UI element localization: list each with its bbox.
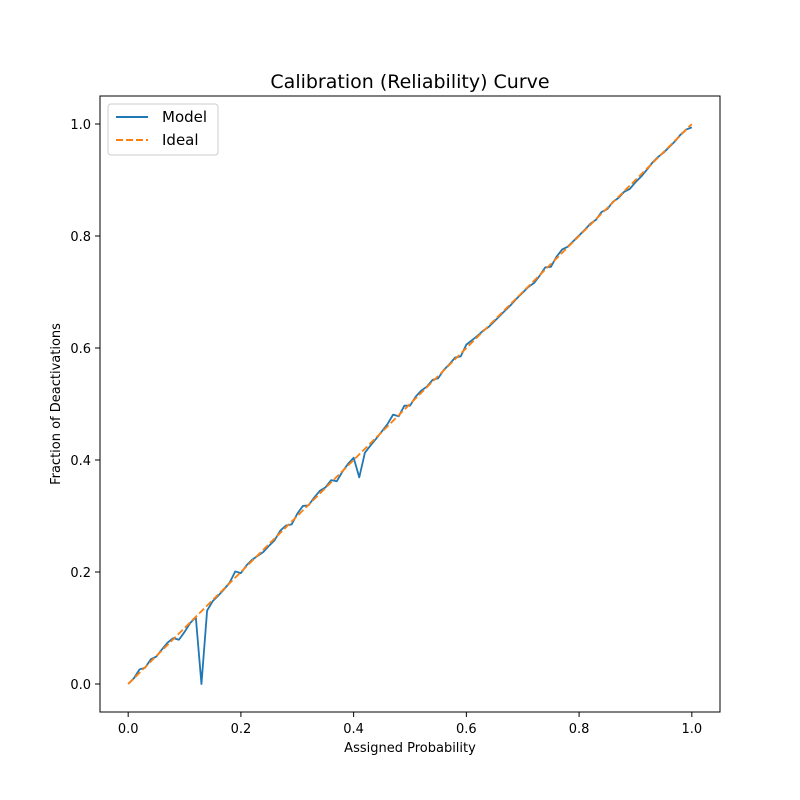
series-line-ideal [127, 123, 693, 685]
y-tick-label: 0.8 [70, 230, 91, 245]
x-tick-label: 0.0 [118, 722, 139, 737]
plot-frame [99, 95, 721, 713]
x-axis: 0.0 0.2 0.4 0.6 0.8 1.0 [118, 712, 702, 737]
y-axis: 0.0 0.2 0.4 0.6 0.8 1.0 [70, 118, 100, 693]
x-tick-label: 0.6 [456, 722, 477, 737]
y-tick-label: 0.0 [70, 678, 91, 693]
x-tick-label: 1.0 [681, 722, 702, 737]
series-layer [127, 123, 693, 685]
chart-title: Calibration (Reliability) Curve [270, 71, 549, 93]
x-axis-label: Assigned Probability [344, 741, 476, 756]
plot-area [99, 95, 721, 713]
x-tick-label: 0.8 [569, 722, 590, 737]
y-tick-label: 0.2 [70, 566, 91, 581]
legend-model-label: Model [162, 108, 207, 126]
y-tick-label: 1.0 [70, 118, 91, 133]
y-axis-label: Fraction of Deactivations [49, 323, 64, 485]
x-tick-label: 0.4 [343, 722, 364, 737]
x-tick-label: 0.2 [231, 722, 252, 737]
y-tick-label: 0.4 [70, 454, 91, 469]
y-tick-label: 0.6 [70, 342, 91, 357]
legend: Model Ideal [107, 103, 219, 156]
legend-ideal-label: Ideal [162, 131, 199, 149]
